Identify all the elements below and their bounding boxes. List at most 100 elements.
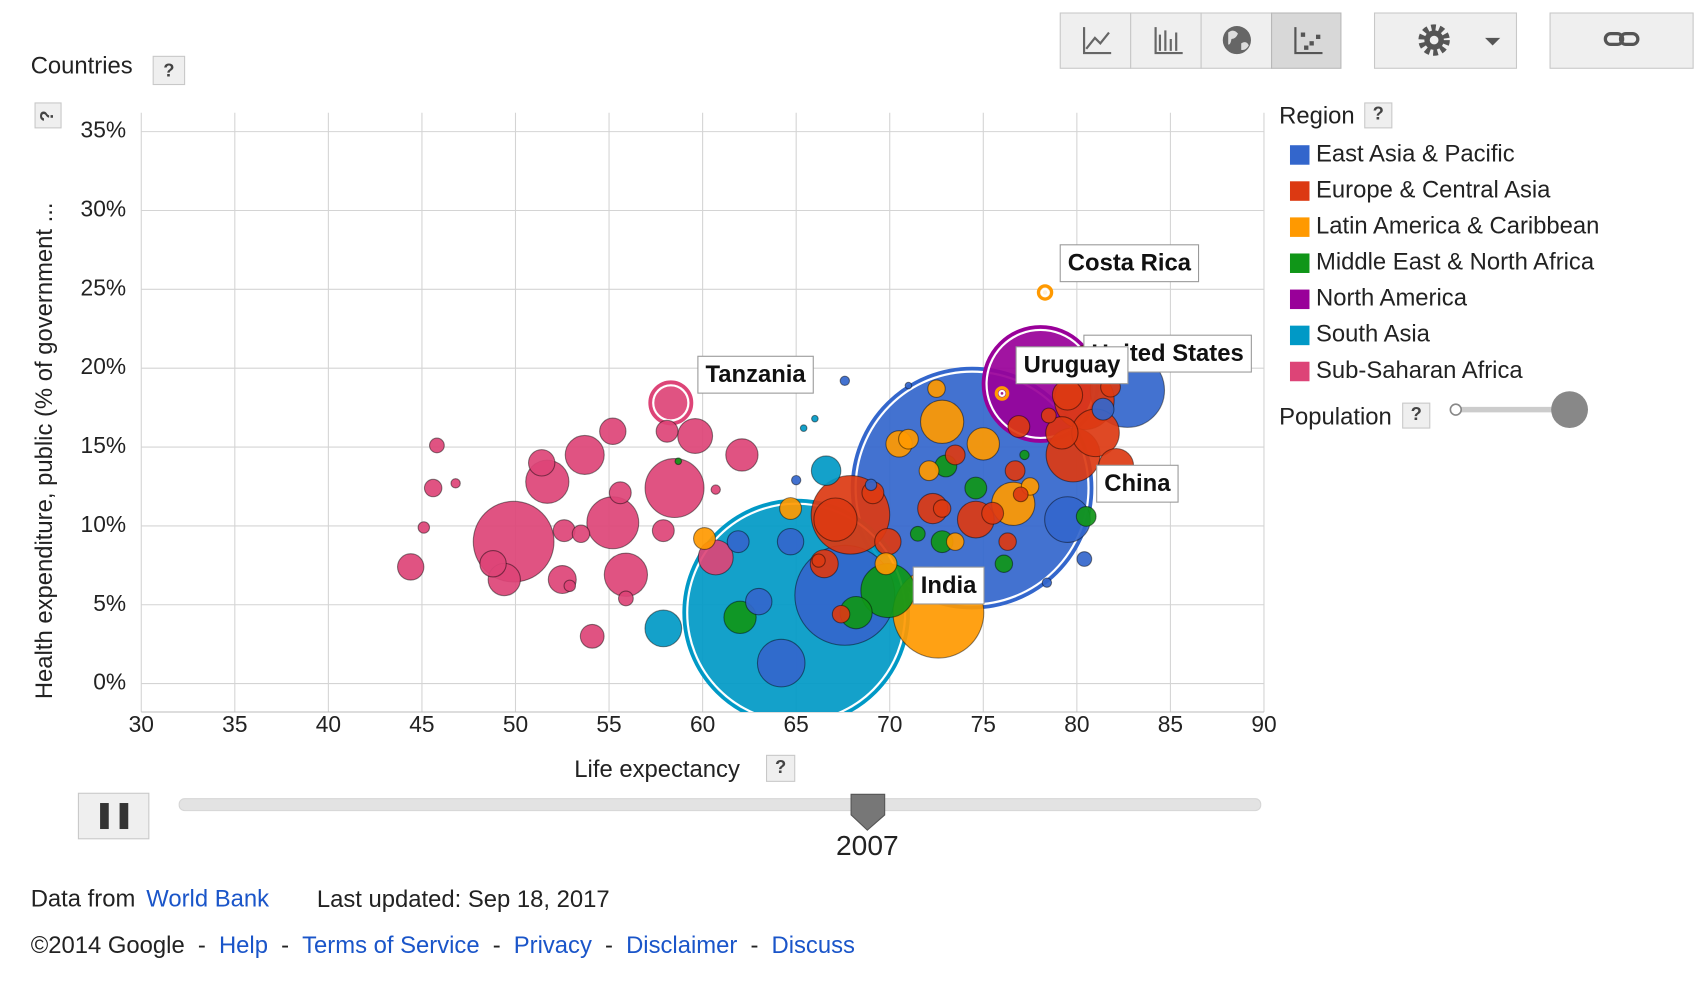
help-icon[interactable]: ? (163, 59, 174, 80)
bubble (450, 478, 461, 489)
link-box[interactable] (1549, 12, 1694, 69)
help-box[interactable] (1402, 402, 1431, 429)
bubble (776, 527, 805, 556)
year-label: 2007 (836, 829, 899, 861)
callout-box (1059, 244, 1200, 283)
callout: Uruguay (1015, 346, 1129, 385)
x-tick-label: 45 (409, 711, 434, 737)
callout-label: China (1104, 470, 1171, 497)
footer-links: ©2014 Google - Help - Terms of Service -… (31, 932, 855, 959)
bubble (644, 609, 683, 648)
separator: - (750, 932, 758, 959)
bubble (651, 519, 675, 543)
separator: - (605, 932, 613, 959)
time-slider-handle[interactable] (850, 793, 886, 831)
x-tick-label: 35 (222, 711, 247, 737)
bubble (725, 438, 759, 472)
bubble (648, 380, 694, 426)
bubble (1045, 416, 1079, 450)
bubbles (396, 284, 1166, 712)
bar-icon (1154, 27, 1183, 55)
bubble-chart-button[interactable] (1271, 12, 1342, 69)
callout-box (697, 355, 814, 394)
callout-label: Uruguay (1024, 352, 1121, 379)
legend-title: Region (1279, 102, 1355, 129)
help-icon[interactable]: ? (1373, 103, 1384, 124)
source-link[interactable]: World Bank (146, 886, 269, 913)
callout-box (1015, 346, 1129, 385)
bubble (608, 481, 632, 505)
time-slider-track[interactable] (178, 798, 1262, 812)
y-help-button[interactable]: ? (34, 102, 62, 129)
y-tick-label: 25% (81, 274, 127, 300)
size-min-handle[interactable] (1449, 403, 1463, 416)
separator: - (493, 932, 501, 959)
settings-button[interactable] (1373, 12, 1518, 69)
highlight-ring (998, 389, 1006, 397)
dropdown-arrow (1485, 37, 1501, 46)
size-slider[interactable] (1449, 391, 1588, 429)
bubble (1091, 397, 1115, 421)
bubble (998, 532, 1017, 551)
bubble (564, 434, 605, 475)
x-tick-label: 60 (690, 711, 715, 737)
callout: Costa Rica (1059, 244, 1200, 283)
chart-type-toolbar (1059, 12, 1342, 69)
legend-swatch (1289, 253, 1310, 273)
legend-help-button[interactable]: ? (1364, 102, 1393, 129)
help-icon[interactable]: ? (36, 110, 57, 121)
legend-label: Europe & Central Asia (1316, 176, 1551, 203)
x-tick-label: 65 (784, 711, 809, 737)
bubble (1076, 551, 1093, 567)
separator: - (281, 932, 289, 959)
bubble (1041, 577, 1053, 588)
legend-label: Middle East & North Africa (1316, 249, 1595, 276)
pause-box[interactable] (77, 792, 150, 840)
legend-swatch (1289, 325, 1310, 346)
footer-link[interactable]: Help (219, 932, 268, 959)
y-tick-label: 30% (81, 195, 127, 221)
bubble (552, 519, 576, 543)
pause-button[interactable] (77, 792, 150, 840)
size-help-button[interactable]: ? (1402, 402, 1431, 429)
bubble (864, 478, 878, 492)
size-max-handle[interactable] (1551, 391, 1588, 429)
footer-link[interactable]: Terms of Service (302, 932, 479, 959)
footer-link[interactable]: Privacy (514, 932, 592, 959)
help-icon[interactable]: ? (775, 756, 786, 777)
help-icon[interactable]: ? (1411, 403, 1422, 424)
y-tick-label: 0% (93, 669, 126, 695)
bubble (945, 532, 965, 551)
bubble (839, 375, 851, 387)
legend-swatch (1289, 181, 1310, 201)
y-tick-label: 5% (93, 590, 126, 616)
bubble (563, 579, 577, 593)
x-help-button[interactable]: ? (766, 754, 796, 782)
help-box[interactable] (766, 754, 796, 782)
bubble (919, 399, 965, 444)
globe-land (1228, 30, 1249, 51)
line-chart-button[interactable] (1059, 12, 1132, 69)
bubble (579, 623, 605, 649)
link-button[interactable] (1549, 12, 1694, 69)
help-box[interactable] (152, 55, 186, 86)
bubble (599, 417, 627, 445)
bubble (981, 501, 1005, 525)
help-box[interactable] (1364, 102, 1393, 129)
bubble (790, 474, 802, 486)
bubble (1004, 460, 1026, 482)
pause-bar (100, 803, 109, 830)
footer-link[interactable]: Disclaimer (626, 932, 737, 959)
help-button[interactable]: ? (152, 55, 186, 86)
help-box[interactable] (34, 102, 62, 129)
bubble (874, 527, 902, 556)
bubble (799, 424, 808, 432)
callout-box (912, 566, 985, 605)
legend-swatch (1289, 361, 1310, 382)
bubble (1040, 407, 1057, 424)
bubble (428, 437, 445, 454)
footer-link[interactable]: Discuss (772, 932, 855, 959)
bubble (745, 587, 773, 616)
bubble (644, 458, 705, 519)
